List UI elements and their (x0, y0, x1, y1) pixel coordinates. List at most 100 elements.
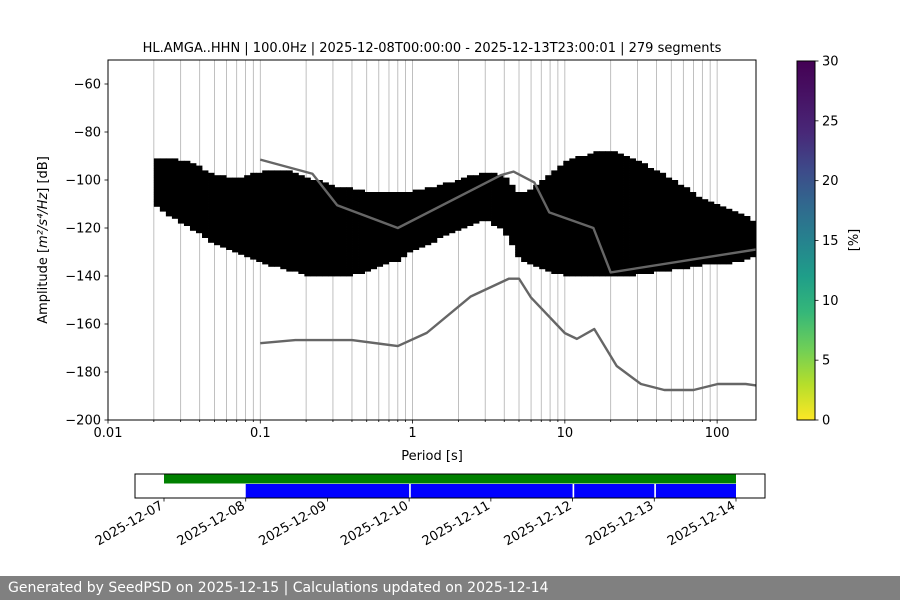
heatmap-cell (587, 201, 594, 205)
heatmap-cell (322, 235, 329, 238)
heatmap-cell (743, 247, 751, 250)
heatmap-cell (677, 249, 685, 253)
heatmap-cell (491, 180, 498, 183)
heatmap-cell (641, 252, 649, 255)
heatmap-cell (316, 204, 323, 207)
heatmap-cell (533, 201, 540, 205)
heatmap-cell (202, 184, 209, 188)
heatmap-cell (629, 268, 636, 272)
heatmap-cell (280, 194, 287, 198)
heatmap-cell (256, 259, 263, 262)
heatmap-cell (202, 223, 209, 226)
heatmap-cell (256, 187, 263, 190)
heatmap-cell (605, 151, 612, 154)
heatmap-cell (310, 230, 317, 234)
heatmap-cell (551, 172, 558, 176)
heatmap-cell (262, 189, 269, 193)
heatmap-cell (725, 235, 733, 238)
heatmap-cell (448, 208, 456, 212)
heatmap-cell (183, 213, 191, 217)
heatmap-cell (376, 201, 384, 205)
heatmap-cell (593, 271, 600, 274)
heatmap-cell (599, 199, 606, 202)
heatmap-cell (545, 220, 552, 224)
heatmap-cell (370, 192, 378, 195)
heatmap-cell (581, 220, 588, 224)
heatmap-cell (220, 199, 227, 202)
heatmap-cell (424, 223, 432, 226)
heatmap-cell (358, 254, 365, 258)
heatmap-cell (635, 211, 642, 214)
heatmap-cell (731, 223, 739, 226)
heatmap-cell (358, 192, 365, 195)
heatmap-cell (719, 208, 727, 212)
heatmap-cell (316, 208, 323, 212)
heatmap-cell (268, 264, 275, 267)
heatmap-cell (346, 252, 353, 255)
heatmap-cell (569, 172, 576, 176)
heatmap-cell (563, 180, 570, 183)
heatmap-cell (707, 232, 715, 236)
heatmap-cell (177, 170, 185, 174)
heatmap-cell (509, 218, 516, 222)
heatmap-cell (593, 184, 600, 188)
heatmap-cell (539, 223, 546, 226)
heatmap-cell (707, 242, 715, 246)
heatmap-cell (599, 220, 606, 224)
heatmap-cell (250, 184, 257, 188)
heatmap-cell (653, 216, 661, 219)
heatmap-cell (454, 180, 462, 183)
heatmap-cell (424, 201, 432, 205)
heatmap-cell (641, 182, 649, 186)
heatmap-cell (557, 247, 564, 250)
heatmap-cell (448, 216, 456, 219)
heatmap-cell (340, 247, 347, 250)
heatmap-cell (563, 213, 570, 217)
heatmap-cell (683, 204, 691, 207)
heatmap-cell (503, 196, 510, 200)
heatmap-cell (274, 244, 281, 248)
heatmap-cell (593, 172, 600, 176)
heatmap-cell (370, 264, 378, 267)
heatmap-cell (280, 182, 287, 186)
heatmap-cell (430, 240, 438, 243)
heatmap-cell (587, 206, 594, 210)
heatmap-cell (406, 237, 414, 241)
heatmap-cell (466, 213, 474, 217)
heatmap-cell (280, 216, 287, 219)
heatmap-cell (629, 259, 636, 262)
heatmap-cell (731, 259, 739, 262)
heatmap-cell (485, 218, 492, 222)
heatmap-cell (322, 228, 329, 231)
heatmap-cell (226, 206, 233, 210)
heatmap-cell (497, 184, 504, 188)
heatmap-cell (418, 223, 426, 226)
heatmap-cell (436, 196, 444, 200)
heatmap-cell (563, 242, 570, 246)
heatmap-cell (563, 261, 570, 265)
heatmap-cell (310, 249, 317, 253)
heatmap-cell (304, 256, 311, 260)
heatmap-cell (189, 182, 197, 186)
heatmap-cell (533, 208, 540, 212)
heatmap-cell (707, 256, 715, 260)
heatmap-cell (725, 256, 733, 260)
heatmap-cell (195, 225, 203, 229)
heatmap-cell (286, 192, 293, 195)
heatmap-cell (647, 194, 655, 198)
heatmap-cell (346, 230, 353, 234)
heatmap-cell (545, 237, 552, 241)
heatmap-cell (569, 165, 576, 169)
heatmap-cell (563, 175, 570, 178)
heatmap-cell (274, 249, 281, 253)
heatmap-cell (569, 235, 576, 238)
heatmap-cell (466, 187, 474, 190)
heatmap-cell (551, 271, 558, 274)
heatmap-cell (250, 225, 257, 229)
heatmap-cell (593, 201, 600, 205)
heatmap-cell (183, 194, 191, 198)
heatmap-cell (334, 216, 341, 219)
heatmap-cell (647, 259, 655, 262)
psd-heatmap (153, 151, 756, 277)
heatmap-cell (304, 232, 311, 236)
